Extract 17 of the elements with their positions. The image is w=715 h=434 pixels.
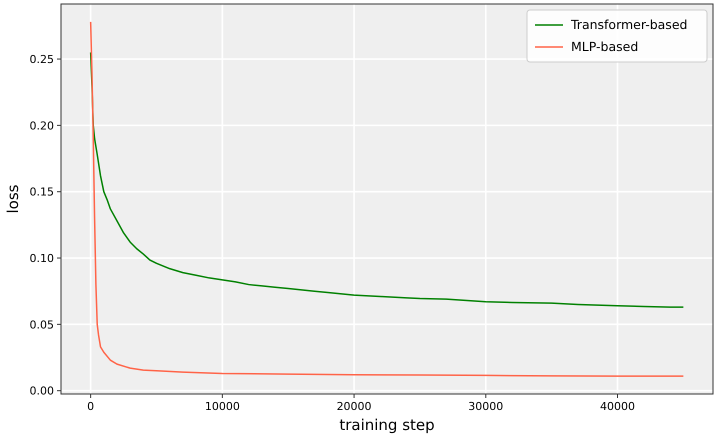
x-tick-label: 40000 bbox=[600, 400, 636, 413]
legend-label: MLP-based bbox=[571, 39, 638, 54]
y-axis-title: loss bbox=[4, 184, 22, 214]
y-tick-label: 0.05 bbox=[30, 318, 54, 332]
legend-label: Transformer-based bbox=[570, 17, 688, 32]
line-series bbox=[90, 52, 684, 308]
line-series bbox=[90, 21, 684, 377]
x-tick-label: 30000 bbox=[468, 400, 504, 413]
x-tick-label: 0 bbox=[87, 400, 94, 413]
y-tick-label: 0.15 bbox=[30, 186, 54, 199]
x-tick-label: 10000 bbox=[204, 400, 240, 413]
y-tick-label: 0.10 bbox=[30, 252, 54, 266]
y-tick-label: 0.00 bbox=[30, 384, 54, 398]
x-tick-label: 20000 bbox=[336, 400, 372, 413]
x-axis-title: training step bbox=[339, 416, 435, 434]
y-tick-label: 0.25 bbox=[30, 53, 54, 66]
y-tick-label: 0.20 bbox=[30, 119, 54, 132]
